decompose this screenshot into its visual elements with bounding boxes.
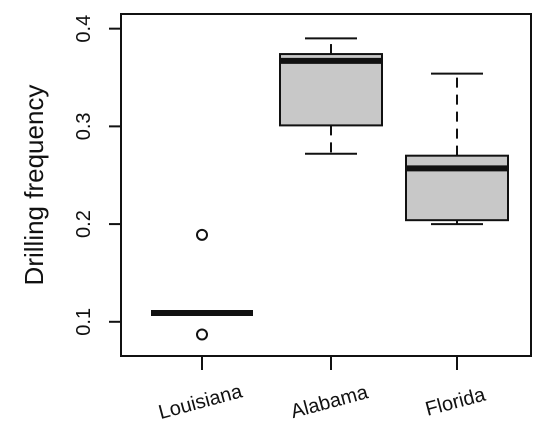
y-axis-title: Drilling frequency xyxy=(19,85,49,286)
outlier-point xyxy=(196,228,208,241)
box-louisiana xyxy=(151,228,253,341)
y-tick-label: 0.4 xyxy=(73,15,95,43)
iqr-box xyxy=(405,154,509,222)
boxes-layer xyxy=(151,37,509,341)
x-tick-label: Alabama xyxy=(288,381,371,423)
outlier-point xyxy=(196,328,208,341)
x-axis: Louisiana Alabama Florida xyxy=(156,355,489,424)
iqr-box xyxy=(279,53,383,127)
box-alabama xyxy=(279,37,383,155)
box-florida xyxy=(405,72,509,226)
x-tick-label: Florida xyxy=(423,383,489,420)
y-axis: 0.1 0.2 0.3 0.4 xyxy=(73,15,122,336)
y-tick-label: 0.1 xyxy=(73,308,95,336)
y-tick-label: 0.2 xyxy=(73,210,95,238)
y-tick-label: 0.3 xyxy=(73,112,95,140)
x-tick-label: Louisiana xyxy=(156,380,245,424)
